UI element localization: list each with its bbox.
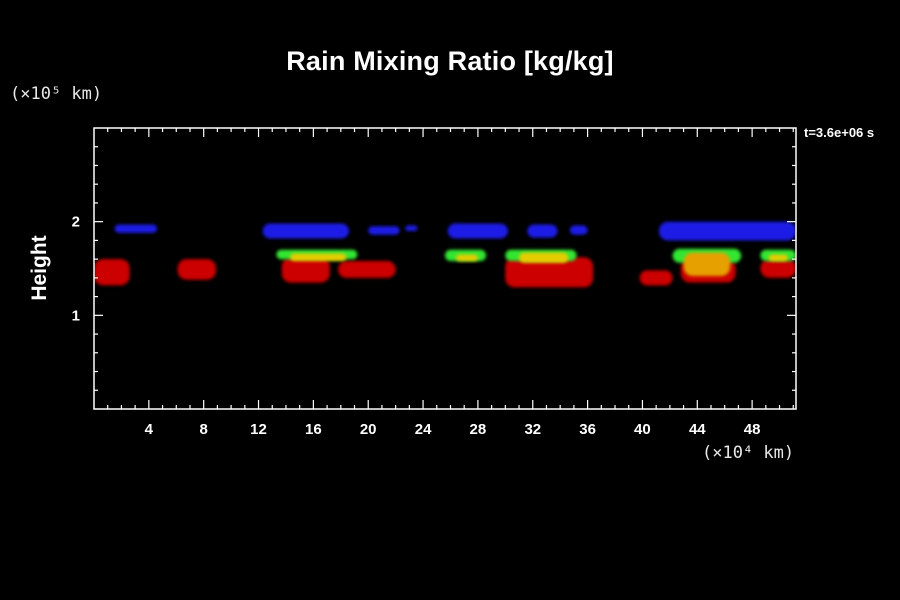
x-tick-label-16: 16	[305, 421, 322, 438]
region-high-13	[639, 270, 673, 286]
y-tick-label-1: 1	[72, 307, 80, 324]
region-level3-24	[683, 252, 731, 276]
y-tick-label-2: 2	[72, 214, 80, 231]
x-tick-label-4: 4	[145, 421, 154, 438]
x-tick-label-36: 36	[579, 421, 596, 438]
x-axis-unit: (×10⁴ km)	[702, 443, 795, 463]
region-low-6	[569, 225, 588, 235]
region-low-4	[447, 223, 508, 239]
time-label: t=3.6e+06 s	[804, 125, 875, 140]
region-level2-25	[768, 254, 788, 262]
x-tick-label-12: 12	[250, 421, 267, 438]
region-high-11	[338, 261, 396, 278]
region-low-7	[658, 221, 796, 241]
x-tick-label-24: 24	[415, 421, 432, 438]
chart-title: Rain Mixing Ratio [kg/kg]	[286, 46, 614, 76]
region-high-12	[505, 257, 594, 288]
x-tick-label-48: 48	[744, 421, 761, 438]
x-tick-label-20: 20	[360, 421, 377, 438]
region-low-5	[527, 224, 558, 238]
region-low-1	[262, 223, 349, 239]
x-tick-label-44: 44	[689, 421, 706, 438]
y-axis-unit: (×10⁵ km)	[10, 84, 103, 104]
region-high-8	[94, 259, 130, 286]
region-high-9	[177, 259, 216, 280]
region-high-15	[760, 259, 796, 278]
region-level2-23	[519, 252, 569, 263]
plot-frame	[93, 127, 797, 410]
x-tick-label-8: 8	[200, 421, 208, 438]
x-tick-label-40: 40	[634, 421, 651, 438]
contour-regions	[94, 221, 796, 288]
region-level2-21	[290, 253, 347, 261]
region-low-2	[368, 226, 400, 235]
region-high-10	[281, 257, 330, 283]
region-low-0	[114, 224, 158, 233]
region-level2-22	[456, 254, 478, 262]
axis-ticks	[94, 128, 796, 409]
x-tick-label-28: 28	[470, 421, 487, 438]
x-tick-label-32: 32	[524, 421, 541, 438]
region-low-3	[405, 225, 418, 231]
